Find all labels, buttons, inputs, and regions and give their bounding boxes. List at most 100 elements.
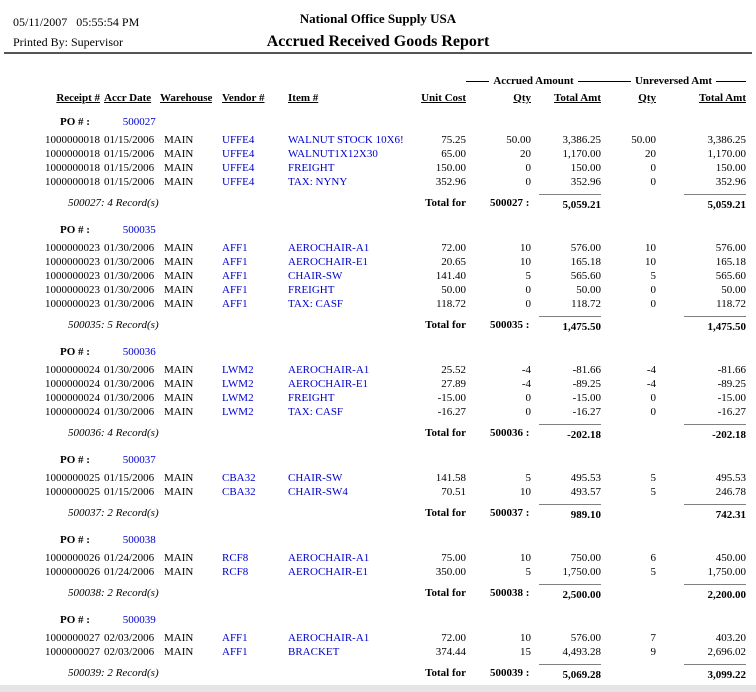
po-total-row: 500035: 5 Record(s) Total for 500035 : 1…	[0, 316, 756, 336]
dash-line	[577, 80, 602, 82]
warehouse-cell: MAIN	[164, 552, 194, 564]
item-link[interactable]: AEROCHAIR-E1	[288, 378, 369, 390]
item-link[interactable]: TAX: CASF	[288, 406, 344, 418]
accr-date-cell: 02/03/2006	[104, 646, 155, 658]
table-row: 1000000027 02/03/2006 MAIN AFF1 AEROCHAI…	[0, 631, 756, 645]
unreversed-total-cell: 2,696.02	[707, 646, 747, 658]
vendor-link[interactable]: AFF1	[222, 242, 248, 254]
unreversed-total-cell: 50.00	[721, 284, 746, 296]
item-link[interactable]: AEROCHAIR-E1	[288, 566, 369, 578]
warehouse-cell: MAIN	[164, 472, 194, 484]
vendor-link[interactable]: AFF1	[222, 632, 248, 644]
vendor-link[interactable]: AFF1	[222, 298, 248, 310]
header-divider	[4, 52, 752, 54]
accrued-qty-cell: -4	[521, 364, 531, 376]
receipt-number-cell: 1000000024	[45, 364, 100, 376]
item-link[interactable]: WALNUT STOCK 10X6!	[288, 134, 404, 146]
accrued-total-cell: 150.00	[570, 162, 601, 174]
total-po-number: 500037 :	[490, 507, 530, 519]
po-number-link[interactable]: 500038	[122, 534, 156, 546]
vendor-link[interactable]: LWM2	[222, 392, 254, 404]
item-link[interactable]: AEROCHAIR-A1	[288, 242, 370, 254]
unreversed-qty-cell: 6	[650, 552, 657, 564]
vendor-link[interactable]: AFF1	[222, 646, 248, 658]
unreversed-total-amount: 3,099.22	[656, 664, 746, 684]
table-row: 1000000023 01/30/2006 MAIN AFF1 AEROCHAI…	[0, 241, 756, 255]
accrued-qty-cell: 0	[525, 176, 532, 188]
accr-date-cell: 01/30/2006	[104, 256, 155, 268]
vendor-link[interactable]: AFF1	[222, 284, 248, 296]
vendor-link[interactable]: UFFE4	[222, 148, 255, 160]
unit-cost-cell: 65.00	[441, 148, 466, 160]
accrued-qty-cell: 5	[525, 270, 532, 282]
dash-line	[716, 80, 746, 82]
accrued-total-cell: -15.00	[572, 392, 601, 404]
accr-date-cell: 02/03/2006	[104, 632, 155, 644]
item-link[interactable]: WALNUT1X12X30	[288, 148, 378, 160]
po-number-link[interactable]: 500035	[122, 224, 156, 236]
accr-date-cell: 01/30/2006	[104, 242, 155, 254]
item-link[interactable]: FREIGHT	[288, 162, 335, 174]
accr-date-cell: 01/15/2006	[104, 176, 155, 188]
table-row: 1000000018 01/15/2006 MAIN UFFE4 WALNUT1…	[0, 147, 756, 161]
report-header: 05/11/2007 05:55:54 PM Printed By: Super…	[0, 0, 756, 52]
vendor-link[interactable]: LWM2	[222, 364, 254, 376]
unreversed-total-cell: 565.60	[715, 270, 746, 282]
unreversed-total-cell: -15.00	[717, 392, 746, 404]
accrued-total-amount: 2,500.00	[531, 584, 601, 604]
table-row: 1000000027 02/03/2006 MAIN AFF1 BRACKET …	[0, 645, 756, 659]
unreversed-amt-label: Unreversed Amt	[634, 75, 713, 87]
item-link[interactable]: FREIGHT	[288, 284, 335, 296]
unit-cost-cell: 118.72	[436, 298, 466, 310]
vendor-link[interactable]: CBA32	[222, 486, 256, 498]
item-link[interactable]: TAX: CASF	[288, 298, 344, 310]
unreversed-total-cell: 576.00	[715, 242, 746, 254]
table-row: 1000000025 01/15/2006 MAIN CBA32 CHAIR-S…	[0, 485, 756, 499]
item-link[interactable]: AEROCHAIR-A1	[288, 632, 370, 644]
table-row: 1000000023 01/30/2006 MAIN AFF1 CHAIR-SW…	[0, 269, 756, 283]
unreversed-qty-cell: 5	[650, 472, 657, 484]
accrued-total-cell: -89.25	[572, 378, 601, 390]
unit-cost-cell: 20.65	[441, 256, 466, 268]
record-count-note: 500035: 5 Record(s)	[68, 319, 159, 331]
item-link[interactable]: AEROCHAIR-A1	[288, 552, 370, 564]
vendor-link[interactable]: LWM2	[222, 378, 254, 390]
po-group: PO # : 500035 1000000023 01/30/2006 MAIN…	[0, 223, 756, 336]
item-link[interactable]: FREIGHT	[288, 392, 335, 404]
po-number-link[interactable]: 500036	[122, 346, 156, 358]
vendor-link[interactable]: CBA32	[222, 472, 256, 484]
vendor-link[interactable]: LWM2	[222, 406, 254, 418]
unit-cost-cell: 150.00	[435, 162, 466, 174]
receipt-number-cell: 1000000023	[45, 270, 100, 282]
table-row: 1000000018 01/15/2006 MAIN UFFE4 FREIGHT…	[0, 161, 756, 175]
accrued-qty-cell: 10	[520, 632, 531, 644]
item-link[interactable]: AEROCHAIR-A1	[288, 364, 370, 376]
unreversed-qty-cell: 50.00	[631, 134, 656, 146]
vendor-link[interactable]: AFF1	[222, 270, 248, 282]
po-group: PO # : 500027 1000000018 01/15/2006 MAIN…	[0, 115, 756, 214]
vendor-link[interactable]: UFFE4	[222, 176, 255, 188]
item-link[interactable]: TAX: NYNY	[288, 176, 348, 188]
vendor-link[interactable]: AFF1	[222, 256, 248, 268]
vendor-link[interactable]: UFFE4	[222, 162, 255, 174]
po-number-link[interactable]: 500027	[122, 116, 156, 128]
vendor-link[interactable]: RCF8	[222, 552, 249, 564]
unreversed-total-cell: 495.53	[715, 472, 746, 484]
item-link[interactable]: BRACKET	[288, 646, 340, 658]
accrued-total-cell: -81.66	[572, 364, 601, 376]
accr-date-cell: 01/30/2006	[104, 406, 155, 418]
vendor-link[interactable]: UFFE4	[222, 134, 255, 146]
item-link[interactable]: CHAIR-SW	[288, 270, 343, 282]
record-count-note: 500027: 4 Record(s)	[68, 197, 159, 209]
item-link[interactable]: AEROCHAIR-E1	[288, 256, 369, 268]
vendor-link[interactable]: RCF8	[222, 566, 249, 578]
po-number-link[interactable]: 500039	[122, 614, 156, 626]
accr-date-cell: 01/30/2006	[104, 378, 155, 390]
receipt-number-cell: 1000000026	[45, 552, 100, 564]
accrued-amount-group-header: Accrued Amount	[466, 74, 602, 88]
item-link[interactable]: CHAIR-SW4	[288, 486, 348, 498]
item-link[interactable]: CHAIR-SW	[288, 472, 343, 484]
po-number-link[interactable]: 500037	[122, 454, 156, 466]
accrued-qty-cell: 10	[520, 242, 531, 254]
po-number-line: PO # : 500036	[0, 345, 756, 359]
